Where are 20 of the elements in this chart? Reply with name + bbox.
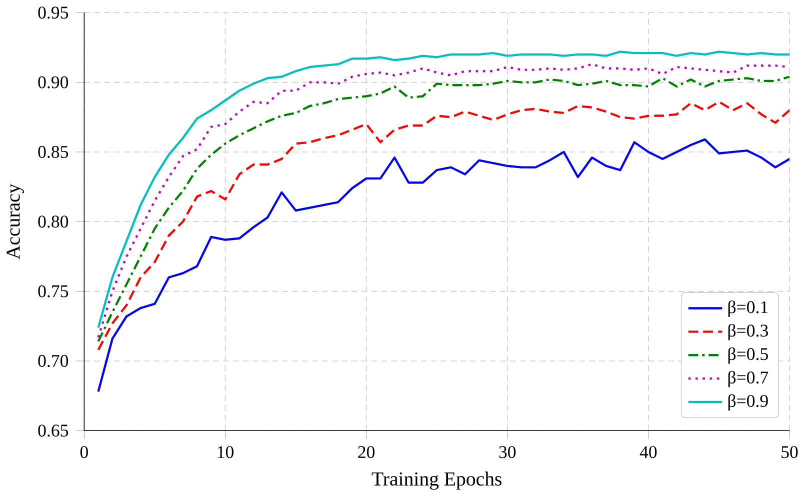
y-tick-label: 0.70 (38, 354, 68, 367)
x-tick-label: 40 (640, 446, 657, 458)
legend-label: β=0.3 (728, 324, 768, 340)
x-axis-title: Training Epochs (372, 472, 502, 490)
y-tick-label: 0.75 (38, 285, 68, 298)
legend-label: β=0.7 (728, 370, 768, 387)
x-tick-label: 50 (782, 446, 798, 458)
legend-label: β=0.5 (728, 347, 768, 364)
y-tick-label: 0.90 (38, 76, 68, 88)
y-axis-title: Accuracy (6, 184, 24, 260)
x-tick-label: 0 (80, 446, 88, 458)
x-tick-label: 30 (499, 446, 516, 458)
y-tick-label: 0.80 (38, 215, 68, 228)
y-tick-label: 0.95 (38, 6, 68, 19)
y-tick-label: 0.65 (38, 424, 68, 437)
x-tick-label: 10 (218, 446, 234, 458)
legend-label: β=0.1 (728, 300, 768, 317)
x-tick-label: 20 (358, 446, 375, 458)
y-tick-label: 0.85 (38, 146, 68, 158)
legend-label: β=0.9 (728, 394, 768, 410)
